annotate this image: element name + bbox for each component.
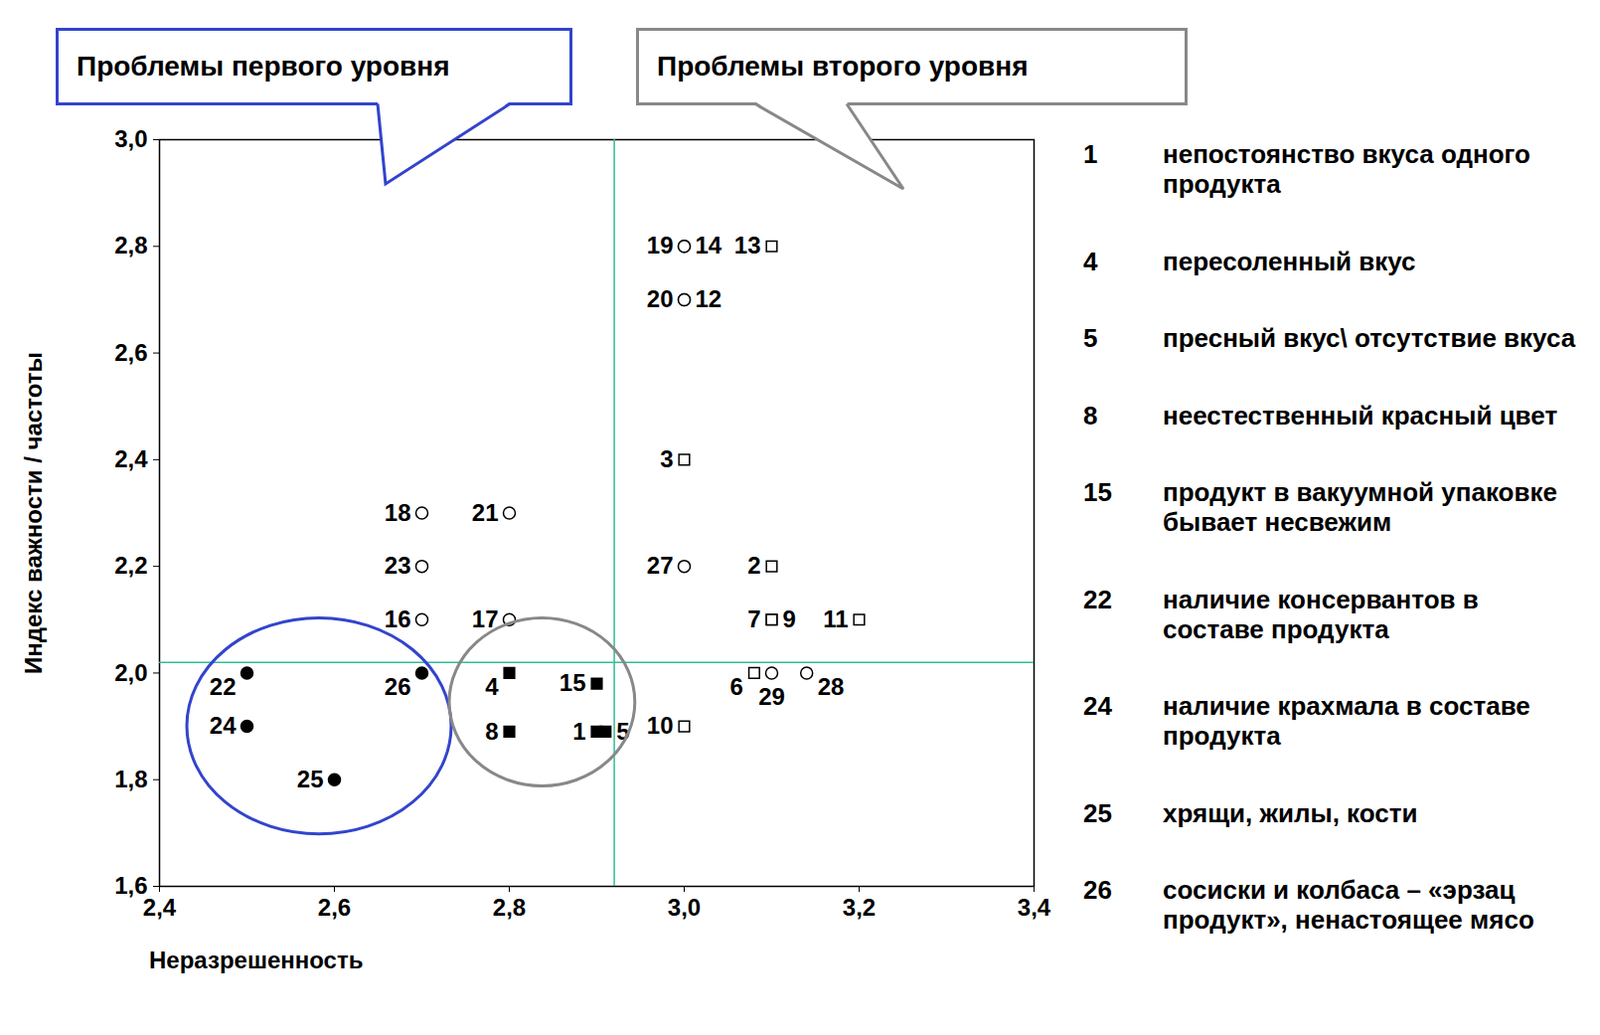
html-text:наличие консервантов в составе: наличие консервантов в составе продукта [1162,583,1479,644]
html-text:пересоленный вкус: пересоленный вкус [1162,245,1416,276]
svg-text:8: 8 [484,717,498,745]
html-text:Неразрешенность: Неразрешенность [149,946,364,973]
svg-text:14: 14 [695,231,723,259]
svg-text:9: 9 [783,605,797,633]
svg-text:27: 27 [646,551,674,579]
svg-text:4: 4 [484,672,499,700]
svg-text:3,2: 3,2 [842,893,876,921]
svg-text:15: 15 [559,668,587,696]
svg-text:2,8: 2,8 [114,231,148,259]
svg-text:2: 2 [747,551,761,579]
svg-text:18: 18 [384,498,412,526]
html-text:22: 22 [1083,583,1112,614]
svg-text:7: 7 [747,605,761,633]
svg-text:1: 1 [572,717,586,745]
svg-text:11: 11 [822,605,848,633]
svg-text:1,8: 1,8 [114,765,148,793]
svg-text:5: 5 [616,717,630,745]
svg-text:3,0: 3,0 [114,125,148,153]
svg-text:3,0: 3,0 [667,893,701,921]
svg-text:17: 17 [472,605,499,633]
svg-text:26: 26 [384,672,412,700]
html-text:Проблемы первого уровня: Проблемы первого уровня [76,50,450,82]
svg-text:13: 13 [734,231,762,259]
svg-text:2,2: 2,2 [114,551,148,579]
svg-text:2,6: 2,6 [114,338,148,366]
html-text:4: 4 [1083,245,1098,276]
html-text:наличие крахмала в составе про: наличие крахмала в составе продукта [1162,690,1531,751]
svg-text:2,4: 2,4 [143,893,177,921]
svg-text:1,6: 1,6 [114,871,148,899]
svg-text:21: 21 [472,498,499,526]
html-text:пресный вкус\ отсутствие вкуса: пресный вкус\ отсутствие вкуса [1162,322,1576,353]
html-text:непостоянство вкуса одного про: непостоянство вкуса одного продукта [1162,139,1531,199]
svg-text:2,4: 2,4 [114,445,149,473]
svg-text:22: 22 [209,672,237,700]
svg-text:19: 19 [646,231,674,259]
svg-text:24: 24 [209,711,237,739]
html-text:5: 5 [1083,322,1098,353]
html-text:продукт в вакуумной упаковке б: продукт в вакуумной упаковке бывает несв… [1162,477,1558,537]
svg-text:16: 16 [384,605,412,633]
html-text:26: 26 [1083,874,1112,905]
html-text:сосиски и колбаса – «эрзац про: сосиски и колбаса – «эрзац продукт», нен… [1162,874,1535,935]
svg-text:2,8: 2,8 [492,893,526,921]
svg-text:2,0: 2,0 [114,658,148,686]
html-text:Индекс важности / частоты: Индекс важности / частоты [19,351,47,674]
html-text:25: 25 [1083,797,1112,828]
svg-text:6: 6 [730,672,744,700]
svg-text:12: 12 [695,285,723,313]
html-text:неестественный красный цвет: неестественный красный цвет [1162,400,1558,430]
html-text:Проблемы второго уровня: Проблемы второго уровня [656,50,1029,82]
svg-text:2,6: 2,6 [318,893,351,921]
html-text:хрящи, жилы, кости: хрящи, жилы, кости [1162,797,1418,828]
svg-text:3,4: 3,4 [1017,893,1052,921]
svg-text:3: 3 [659,445,673,473]
svg-text:25: 25 [297,765,324,793]
svg-text:23: 23 [384,551,412,579]
html-text:15: 15 [1083,477,1112,507]
svg-text:10: 10 [646,711,674,739]
svg-text:20: 20 [646,285,674,313]
svg-text:29: 29 [758,682,786,710]
html-text:8: 8 [1083,400,1098,430]
html-text:24: 24 [1083,690,1112,721]
svg-text:28: 28 [817,672,845,700]
html-text:1: 1 [1083,139,1098,169]
